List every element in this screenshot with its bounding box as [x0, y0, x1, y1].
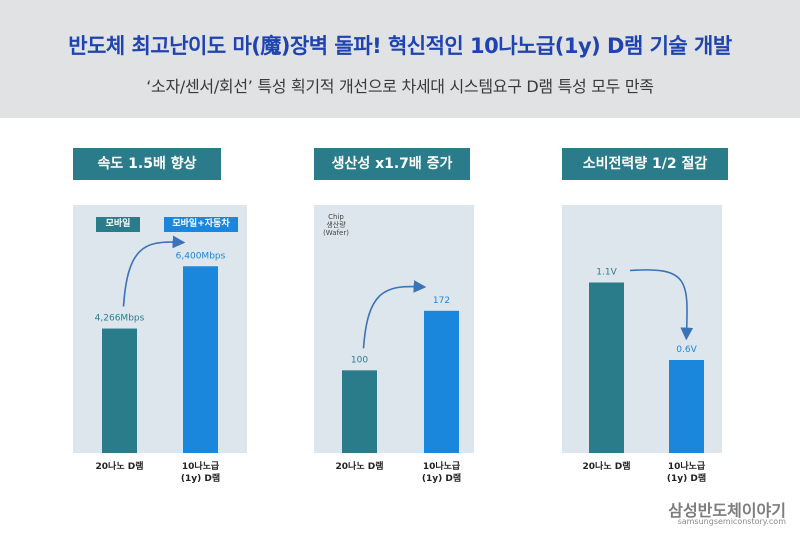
chart-3-bar-2: [669, 360, 704, 453]
chart-2-value-label-1: 100: [351, 355, 368, 365]
chart-1-bar-2: [183, 266, 218, 453]
chart-1-category-2: 10나노급 (1y) D램: [180, 462, 221, 484]
chart-3-value-label-2: 0.6V: [676, 345, 697, 355]
chart-2-category-2: 10나노급 (1y) D램: [421, 462, 462, 484]
chart-2-arrow: [362, 280, 427, 349]
chart-2-value-label-2: 172: [433, 296, 450, 306]
chart-1-bar-1: [102, 328, 137, 453]
chart-1-legend-1: 모바일: [96, 217, 140, 232]
page-title: 반도체 최고난이도 마(魔)장벽 돌파! 혁신적인 10나노급(1y) D램 기…: [68, 34, 732, 58]
chart-3-category-1: 20나노 D램: [582, 462, 631, 472]
chart-1-title: 속도 1.5배 향상: [73, 148, 221, 180]
header-banner: 반도체 최고난이도 마(魔)장벽 돌파! 혁신적인 10나노급(1y) D램 기…: [0, 0, 800, 118]
page-subtitle: ‘소자/센서/회선’ 특성 획기적 개선으로 차세대 시스템요구 D램 특성 모…: [146, 77, 654, 96]
chart-3-value-label-1: 1.1V: [596, 268, 617, 278]
chart-2-unit-note: Chip 생산량 (Wafer): [323, 213, 349, 237]
brand-logo: 삼성반도체이야기: [668, 501, 786, 520]
chart-2-bar-2: [424, 310, 459, 453]
chart-1-value-label-2: 6,400Mbps: [176, 251, 226, 261]
chart-1-category-1: 20나노 D램: [95, 462, 144, 472]
chart-3-arrow: [629, 269, 694, 341]
chart-1-arrow: [122, 235, 186, 307]
chart-2-bar-1: [342, 370, 377, 453]
chart-3-category-2: 10나노급 (1y) D램: [666, 462, 707, 484]
brand-url: samsungsemiconstory.com: [677, 517, 786, 526]
chart-2-category-1: 20나노 D램: [335, 462, 384, 472]
chart-1-legend-2: 모바일+자동차: [164, 217, 238, 232]
chart-2-title: 생산성 x1.7배 증가: [314, 148, 470, 180]
chart-3-title: 소비전력량 1/2 절감: [562, 148, 728, 180]
chart-1-value-label-1: 4,266Mbps: [95, 314, 145, 324]
chart-3-bar-1: [589, 282, 624, 453]
